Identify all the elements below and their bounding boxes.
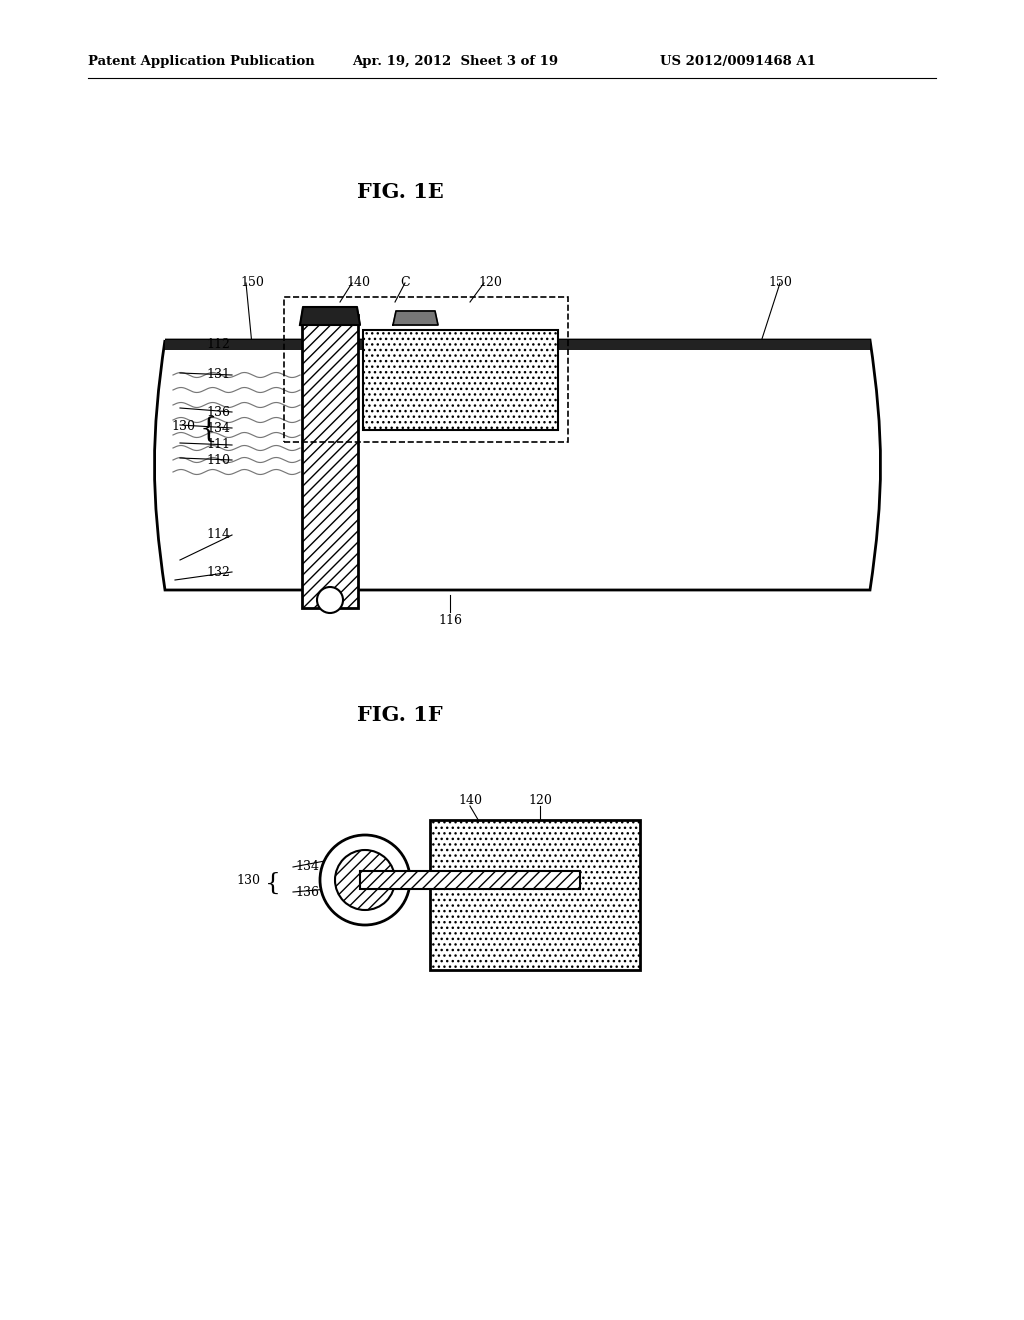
- Text: {: {: [200, 416, 217, 442]
- Bar: [360, 871, 580, 888]
- Text: 134: 134: [206, 421, 230, 434]
- Text: 136: 136: [206, 405, 230, 418]
- Text: C: C: [400, 276, 410, 289]
- Text: Patent Application Publication: Patent Application Publication: [88, 55, 314, 69]
- Text: 120: 120: [478, 276, 502, 289]
- Text: 131: 131: [206, 368, 230, 381]
- Circle shape: [319, 836, 410, 925]
- Bar: [284, 297, 568, 442]
- Circle shape: [317, 587, 343, 612]
- Polygon shape: [300, 308, 360, 325]
- Text: 130: 130: [236, 874, 260, 887]
- Text: {: {: [265, 871, 281, 895]
- Text: 132: 132: [206, 565, 230, 578]
- PathPatch shape: [155, 341, 881, 590]
- Text: US 2012/0091468 A1: US 2012/0091468 A1: [660, 55, 816, 69]
- Text: 150: 150: [240, 276, 264, 289]
- Text: FIG. 1E: FIG. 1E: [356, 182, 443, 202]
- Text: FIG. 1F: FIG. 1F: [357, 705, 442, 725]
- Text: 114: 114: [206, 528, 230, 541]
- Circle shape: [335, 850, 395, 909]
- Bar: [302, 315, 358, 609]
- Text: 130: 130: [171, 421, 195, 433]
- Bar: [362, 330, 558, 430]
- Text: Apr. 19, 2012  Sheet 3 of 19: Apr. 19, 2012 Sheet 3 of 19: [352, 55, 558, 69]
- Text: 134: 134: [295, 861, 319, 874]
- Polygon shape: [393, 312, 438, 325]
- Text: 136: 136: [295, 886, 319, 899]
- Text: 111: 111: [206, 438, 230, 451]
- Text: 140: 140: [458, 793, 482, 807]
- Bar: [430, 820, 640, 970]
- Text: 110: 110: [206, 454, 230, 466]
- Text: 150: 150: [768, 276, 792, 289]
- Text: 120: 120: [528, 793, 552, 807]
- Bar: [165, 341, 870, 350]
- Text: 112: 112: [206, 338, 230, 351]
- Text: 140: 140: [346, 276, 370, 289]
- Text: 116: 116: [438, 614, 462, 627]
